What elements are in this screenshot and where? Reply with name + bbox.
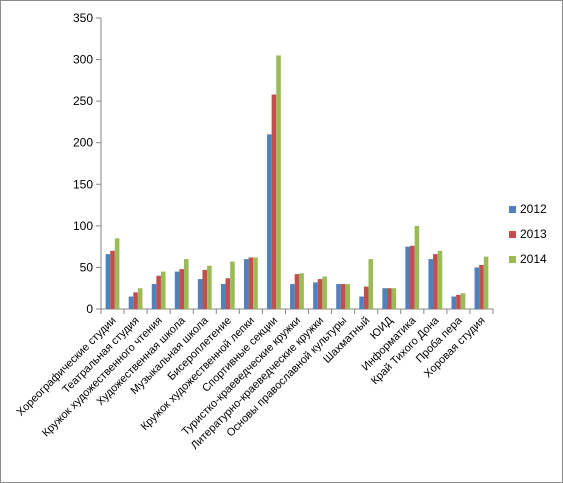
bar-2014-2	[137, 288, 143, 309]
bar-2012-2	[128, 296, 134, 309]
bar-2012-10	[313, 282, 318, 309]
bar-2013-8	[271, 94, 277, 310]
legend-label-2014: 2014	[520, 252, 547, 266]
bar-2014-4	[184, 259, 189, 309]
y-tick-label: 300	[73, 53, 93, 67]
bar-2014-11	[345, 284, 351, 309]
bar-2012-5	[197, 279, 203, 309]
legend-swatch-2012	[509, 206, 516, 213]
bar-2013-9	[294, 274, 300, 309]
bar-2013-4	[179, 269, 185, 309]
bar-2012-17	[474, 267, 480, 309]
y-tick-label: 250	[73, 94, 93, 108]
bar-2012-15	[428, 259, 434, 309]
bar-2013-7	[248, 257, 254, 309]
bar-2014-15	[437, 250, 443, 309]
y-tick-label: 150	[73, 177, 93, 191]
y-tick-label: 50	[80, 260, 94, 274]
bar-2013-17	[479, 264, 484, 309]
y-tick-label: 0	[86, 302, 93, 316]
bar-2013-15	[433, 254, 438, 309]
bar-2013-12	[363, 286, 369, 309]
y-tick-label: 350	[73, 11, 93, 25]
bar-2014-12	[368, 259, 374, 309]
legend-label-2013: 2013	[520, 227, 547, 241]
bar-2014-17	[483, 256, 489, 309]
y-tick-label: 100	[73, 219, 93, 233]
legend-label-2012: 2012	[520, 202, 547, 216]
legend-swatch-2013	[509, 231, 516, 238]
bar-2013-14	[409, 245, 415, 309]
legend: 2012 2013 2014	[509, 202, 547, 266]
bar-2013-13	[386, 288, 392, 309]
bars	[105, 55, 489, 310]
bar-2012-6	[220, 284, 226, 309]
bar-2013-16	[456, 294, 461, 309]
bar-2012-11	[336, 284, 341, 309]
bar-2014-8	[276, 55, 281, 309]
bar-2014-9	[299, 273, 304, 309]
bar-2012-16	[451, 296, 457, 309]
bar-2014-7	[253, 257, 258, 309]
bar-2013-5	[202, 269, 208, 309]
bar-2012-1	[105, 254, 111, 309]
y-tick-label: 200	[73, 136, 93, 150]
bar-2014-1	[114, 238, 120, 309]
bar-2013-3	[156, 275, 161, 309]
bar-2012-12	[359, 296, 364, 309]
bar-2012-14	[405, 246, 410, 309]
y-axis: 0 50 100 150 200 250 300 350	[73, 11, 102, 316]
bar-2013-2	[133, 292, 138, 309]
bar-2013-10	[317, 279, 323, 309]
bar-2012-13	[382, 288, 387, 309]
bar-2012-8	[267, 134, 272, 309]
bar-2014-3	[160, 271, 166, 309]
bar-2014-6	[230, 261, 235, 309]
bar-2014-10	[322, 276, 327, 309]
bar-2014-5	[207, 265, 212, 309]
x-axis	[100, 308, 494, 314]
bar-2014-13	[391, 288, 397, 309]
bar-2014-16	[460, 293, 466, 309]
legend-swatch-2014	[509, 256, 516, 263]
bar-2014-14	[414, 225, 420, 309]
bar-2013-11	[340, 284, 346, 309]
bar-2012-4	[174, 271, 180, 309]
bar-2012-9	[290, 284, 295, 309]
bar-2013-1	[110, 250, 115, 309]
bar-2012-7	[243, 259, 249, 309]
bar-2012-3	[151, 284, 157, 309]
bar-2013-6	[225, 278, 231, 309]
